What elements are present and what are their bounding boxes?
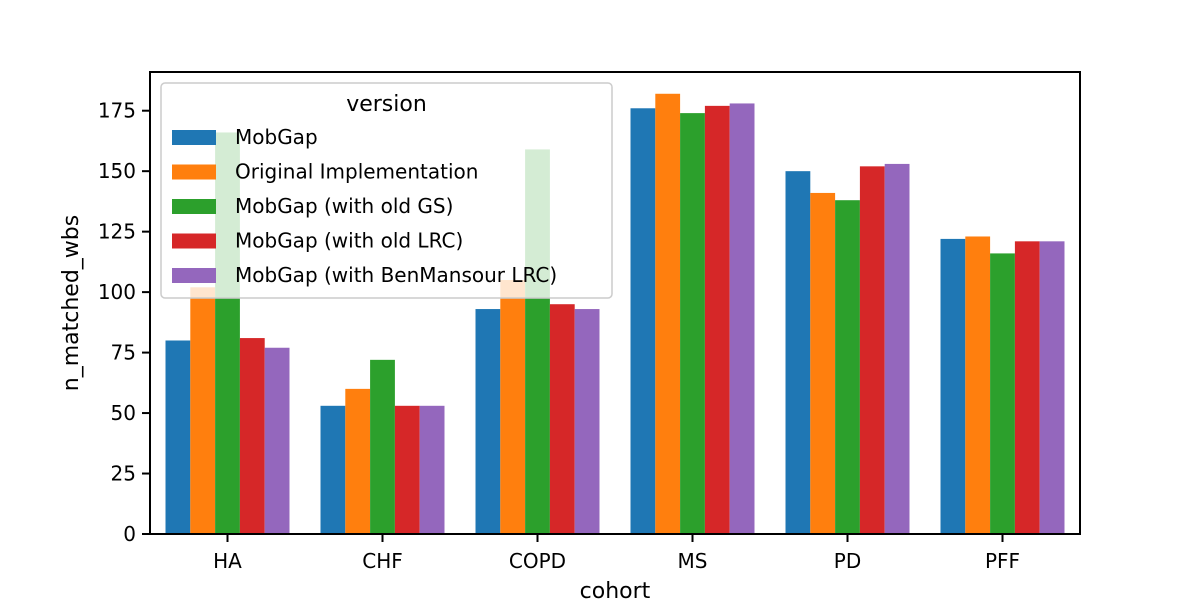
plot-frame: [149, 71, 1081, 535]
y-tick-label: 25: [111, 462, 136, 486]
y-tick-label: 125: [98, 220, 136, 244]
bar-chf-series-1: [345, 388, 371, 534]
bars-group: [165, 93, 1065, 535]
legend-entry-4: MobGap (with BenMansour LRC): [235, 263, 557, 287]
bar-ha-series-3: [239, 338, 265, 534]
legend: version MobGap Original Implementation MobG…: [160, 82, 613, 299]
bar-ha-series-0: [165, 340, 191, 534]
bar-chf-series-3: [394, 405, 420, 534]
bar-pff-series-1: [965, 236, 991, 535]
x-tick-label: HA: [213, 549, 242, 573]
bar-ms-series-1: [655, 93, 681, 535]
bar-copd-series-3: [549, 304, 575, 534]
bar-pd-series-2: [835, 200, 860, 534]
bar-pd-series-4: [884, 163, 910, 535]
bar-copd-series-4: [574, 309, 600, 534]
legend-swatch-4: [172, 268, 216, 283]
legend-entry-3: MobGap (with old LRC): [235, 229, 463, 253]
legend-entry-1: Original Implementation: [235, 160, 478, 184]
x-tick-label: PD: [834, 549, 861, 573]
bar-copd-series-0: [475, 309, 501, 534]
bar-chf-series-0: [320, 405, 346, 534]
bar-ms-series-2: [680, 113, 705, 535]
y-tick-label: 0: [123, 522, 136, 546]
bar-pff-series-2: [990, 253, 1015, 534]
y-axis-label: n_matched_wbs: [59, 215, 84, 391]
x-axis-label: cohort: [580, 579, 651, 600]
bar-chf-series-4: [419, 405, 445, 534]
legend-swatch-3: [172, 233, 216, 249]
y-tick-label: 175: [98, 99, 136, 123]
legend-swatch-1: [172, 164, 216, 180]
bar-ha-series-1: [190, 287, 216, 534]
bar-ms-series-4: [729, 103, 755, 534]
bar-pff-series-4: [1039, 241, 1065, 534]
bar-chf-series-2: [370, 359, 395, 534]
x-tick-label: MS: [678, 549, 708, 573]
bar-ms-series-0: [630, 108, 656, 534]
bar-pd-series-0: [785, 171, 811, 535]
bar-copd-series-1: [500, 280, 526, 534]
y-tick-label: 150: [98, 159, 136, 183]
x-tick-label: PFF: [985, 549, 1020, 573]
bar-ms-series-3: [704, 105, 730, 535]
bar-pd-series-3: [859, 166, 885, 534]
axes-group: 0 25 50 75 100 125 150 175 HA CHF COPD MS PD PFF: [98, 71, 1081, 573]
bar-pff-series-3: [1014, 241, 1040, 534]
legend-swatch-2: [172, 199, 216, 214]
bar-ha-series-4: [264, 347, 290, 534]
legend-entry-2: MobGap (with old GS): [235, 194, 453, 218]
legend-swatch-0: [172, 130, 216, 145]
bar-pff-series-0: [940, 238, 966, 534]
legend-title: version: [346, 92, 427, 117]
x-tick-label: CHF: [362, 549, 403, 573]
y-tick-label: 75: [111, 341, 136, 365]
legend-entry-0: MobGap: [235, 125, 318, 149]
y-tick-label: 50: [111, 401, 136, 425]
y-tick-label: 100: [98, 280, 136, 304]
legend-box: [160, 82, 613, 299]
bar-pd-series-1: [810, 192, 836, 534]
x-tick-label: COPD: [509, 549, 566, 573]
